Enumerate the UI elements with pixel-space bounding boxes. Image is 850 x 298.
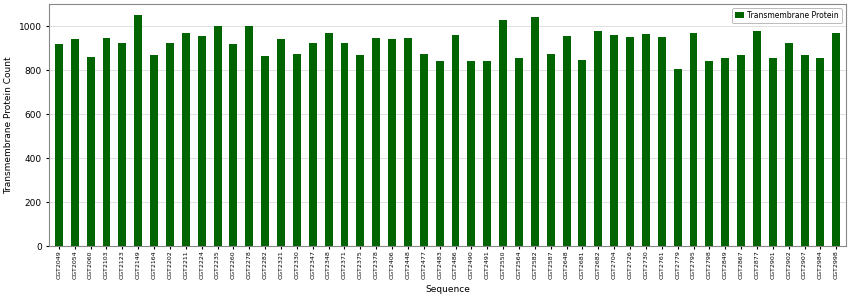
Bar (55, 44, 63, 246)
Bar (547, 54, 555, 246)
Y-axis label: Transmembrane Protein Count: Transmembrane Protein Count (4, 56, 13, 194)
Bar (531, 17, 539, 246)
Bar (404, 38, 412, 246)
Bar (499, 20, 507, 246)
Bar (309, 43, 317, 246)
Bar (658, 37, 666, 246)
Bar (579, 60, 586, 246)
Bar (277, 39, 285, 246)
Bar (785, 43, 793, 246)
Bar (594, 31, 603, 246)
Bar (213, 26, 222, 246)
Bar (103, 38, 110, 246)
Bar (515, 58, 523, 246)
Bar (801, 55, 808, 246)
Bar (484, 61, 491, 246)
Bar (832, 33, 841, 246)
X-axis label: Sequence: Sequence (425, 285, 470, 294)
Bar (388, 39, 396, 246)
Bar (246, 26, 253, 246)
Bar (468, 61, 475, 246)
Bar (198, 36, 206, 246)
Bar (753, 31, 761, 246)
Bar (451, 35, 460, 246)
Bar (563, 36, 570, 246)
Bar (626, 37, 634, 246)
Bar (737, 55, 745, 246)
Bar (689, 33, 698, 246)
Bar (71, 39, 79, 246)
Bar (166, 43, 174, 246)
Bar (325, 33, 332, 246)
Legend: Transmembrane Protein: Transmembrane Protein (732, 8, 842, 23)
Bar (372, 38, 380, 246)
Bar (722, 58, 729, 246)
Bar (610, 35, 618, 246)
Bar (817, 58, 824, 246)
Bar (674, 69, 682, 246)
Bar (642, 34, 650, 246)
Bar (118, 43, 127, 246)
Bar (436, 61, 444, 246)
Bar (420, 54, 428, 246)
Bar (230, 44, 237, 246)
Bar (87, 57, 94, 246)
Bar (356, 55, 365, 246)
Bar (134, 15, 142, 246)
Bar (293, 54, 301, 246)
Bar (261, 56, 269, 246)
Bar (706, 61, 713, 246)
Bar (182, 33, 190, 246)
Bar (341, 43, 348, 246)
Bar (150, 55, 158, 246)
Bar (769, 58, 777, 246)
